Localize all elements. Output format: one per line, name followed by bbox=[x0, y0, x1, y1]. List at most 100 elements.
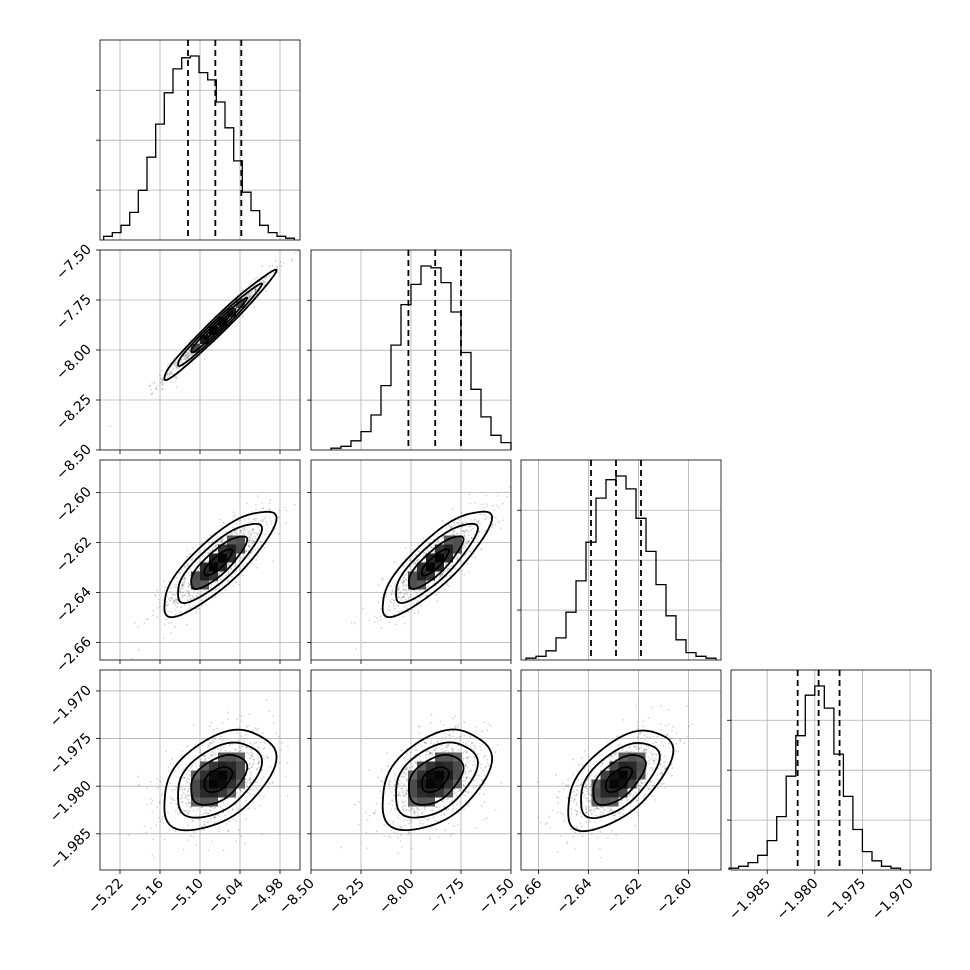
sample-point bbox=[427, 819, 430, 822]
sample-point bbox=[172, 367, 175, 370]
contour-2 bbox=[408, 535, 465, 591]
sample-point bbox=[402, 794, 405, 797]
sample-point bbox=[397, 592, 399, 595]
sample-point bbox=[405, 787, 408, 790]
sample-point bbox=[408, 589, 411, 592]
sample-point bbox=[191, 595, 194, 597]
sample-point bbox=[380, 626, 383, 629]
sample-point bbox=[470, 528, 473, 531]
sample-point bbox=[254, 549, 257, 552]
sample-point bbox=[249, 789, 251, 791]
sample-point bbox=[420, 591, 422, 594]
sample-point bbox=[466, 766, 469, 769]
sample-point bbox=[254, 288, 257, 291]
sample-point bbox=[433, 544, 436, 547]
sample-point bbox=[250, 535, 252, 538]
sample-point bbox=[256, 276, 258, 279]
sample-point bbox=[195, 611, 198, 614]
sample-point bbox=[252, 540, 255, 543]
sample-point bbox=[424, 807, 426, 810]
sample-point bbox=[404, 588, 407, 591]
sample-point bbox=[191, 556, 194, 559]
contour-2 bbox=[190, 535, 249, 591]
sample-point bbox=[137, 626, 140, 629]
sample-point bbox=[441, 800, 444, 802]
sample-point bbox=[407, 758, 409, 761]
sample-point bbox=[584, 783, 587, 785]
sample-point bbox=[265, 520, 268, 523]
sample-point bbox=[248, 546, 250, 549]
sample-point bbox=[457, 749, 460, 752]
sample-point bbox=[647, 756, 650, 759]
sample-point bbox=[480, 767, 483, 769]
density-cell bbox=[218, 317, 227, 326]
sample-point bbox=[259, 741, 262, 744]
sample-point bbox=[184, 796, 186, 799]
sample-point bbox=[443, 806, 446, 808]
sample-point bbox=[188, 354, 191, 357]
sample-point bbox=[229, 750, 232, 753]
sample-point bbox=[166, 372, 169, 375]
sample-point bbox=[186, 356, 189, 359]
sample-point bbox=[225, 537, 228, 539]
sample-point bbox=[440, 575, 443, 578]
sample-point bbox=[234, 804, 237, 806]
sample-point bbox=[169, 762, 172, 765]
density-cell bbox=[191, 571, 200, 581]
sample-point bbox=[408, 767, 411, 769]
sample-point bbox=[167, 597, 170, 600]
sample-point bbox=[652, 748, 654, 750]
sample-point bbox=[590, 801, 592, 804]
sample-point bbox=[473, 519, 476, 521]
sample-point bbox=[486, 503, 488, 505]
sample-point bbox=[190, 598, 192, 600]
sample-point bbox=[400, 834, 402, 836]
sample-point bbox=[452, 563, 455, 566]
sample-point bbox=[400, 597, 402, 600]
sample-point bbox=[463, 534, 466, 537]
sample-point bbox=[409, 595, 411, 598]
sample-point bbox=[156, 589, 159, 592]
sample-point bbox=[201, 806, 204, 808]
sample-point bbox=[170, 802, 173, 804]
sample-point bbox=[480, 748, 483, 751]
sample-point bbox=[168, 580, 171, 583]
sample-point bbox=[415, 761, 417, 764]
sample-point bbox=[186, 777, 189, 779]
sample-point bbox=[405, 778, 408, 781]
sample-point bbox=[194, 762, 197, 765]
sample-point bbox=[188, 769, 191, 772]
sample-point bbox=[405, 810, 407, 812]
sample-point bbox=[240, 519, 243, 522]
sample-point bbox=[429, 752, 431, 754]
sample-point bbox=[269, 520, 272, 522]
density-cell bbox=[453, 535, 462, 545]
sample-point bbox=[214, 589, 216, 592]
sample-point bbox=[252, 758, 255, 761]
sample-point bbox=[222, 811, 225, 814]
sample-point bbox=[473, 756, 476, 758]
sample-point bbox=[212, 737, 215, 740]
sample-point bbox=[400, 610, 403, 612]
contour-1 bbox=[420, 766, 450, 793]
sample-point bbox=[405, 768, 408, 771]
sample-point bbox=[257, 761, 260, 764]
sample-point bbox=[456, 555, 459, 558]
sample-point bbox=[430, 721, 432, 724]
sample-point bbox=[208, 548, 211, 551]
sample-point bbox=[500, 527, 502, 530]
sample-point bbox=[406, 753, 409, 755]
sample-point bbox=[414, 562, 416, 565]
sample-point bbox=[457, 823, 459, 826]
sample-point bbox=[237, 553, 239, 555]
sample-point bbox=[408, 559, 411, 562]
sample-point bbox=[248, 767, 250, 770]
sample-point bbox=[440, 811, 443, 814]
sample-point bbox=[214, 816, 217, 819]
sample-point bbox=[250, 533, 253, 536]
sample-point bbox=[203, 824, 206, 826]
sample-point bbox=[485, 516, 488, 518]
sample-point bbox=[404, 546, 407, 549]
sample-point bbox=[247, 526, 249, 529]
sample-point bbox=[254, 290, 256, 293]
